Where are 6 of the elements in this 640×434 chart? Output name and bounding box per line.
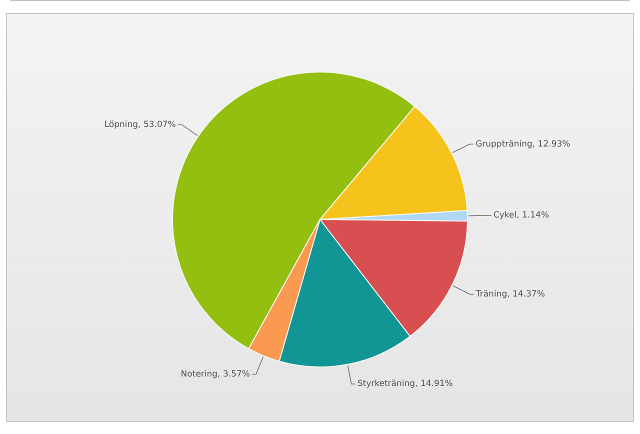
slice-label: Styrketräning, 14.91%: [357, 379, 453, 390]
slice-label: Gruppträning, 12.93%: [476, 139, 570, 150]
slice-label: Träning, 14.37%: [474, 289, 545, 300]
slice-label: Notering, 3.57%: [180, 369, 250, 380]
slice-label: Löpning, 53.07%: [104, 120, 176, 130]
slice-label: Cykel, 1.14%: [493, 210, 550, 221]
